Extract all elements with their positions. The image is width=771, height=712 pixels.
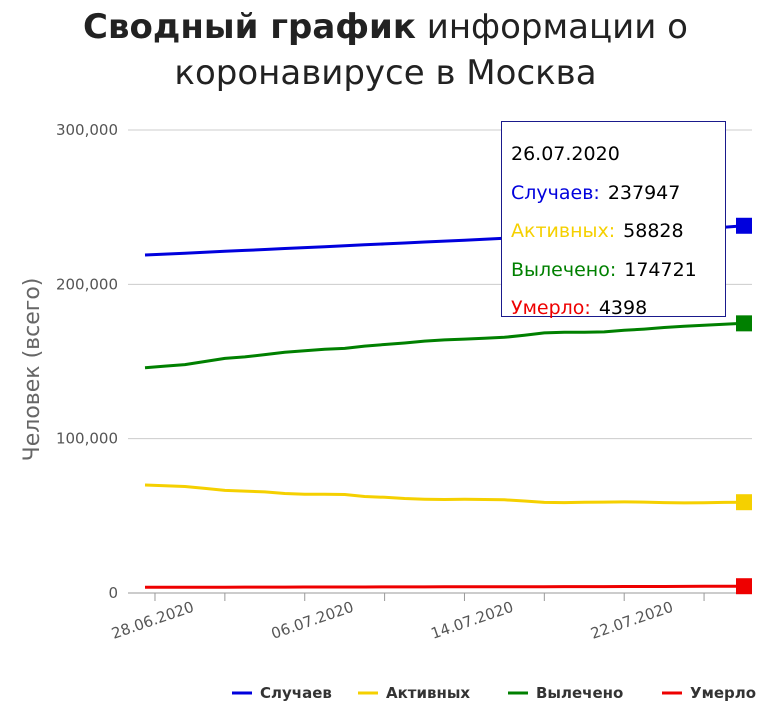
y-tick-label: 100,000 xyxy=(56,430,118,448)
data-point-recovered[interactable] xyxy=(736,315,752,332)
x-tick-label: 28.06.2020 xyxy=(109,598,196,643)
tooltip-date: 26.07.2020 xyxy=(511,143,620,165)
tooltip-label-deaths: Умерло: xyxy=(511,297,591,319)
tooltip-label-recovered: Вылечено: xyxy=(511,258,617,281)
tooltip-value-recovered: 174721 xyxy=(624,258,697,281)
data-point-deaths[interactable] xyxy=(736,578,752,595)
tooltip-value-active: 58828 xyxy=(623,220,684,242)
x-tick-label: 14.07.2020 xyxy=(429,598,516,643)
tooltip-row-active: Активных: 58828 xyxy=(511,212,725,251)
y-tick-label: 0 xyxy=(108,584,118,602)
x-tick-label: 22.07.2020 xyxy=(588,598,675,643)
tooltip-row-recovered: Вылечено: 174721 xyxy=(511,251,725,290)
tooltip-value-cases: 237947 xyxy=(607,181,681,204)
data-tooltip: 26.07.2020 Случаев: 237947 Активных: 58828… xyxy=(501,121,726,319)
x-tick-label: 06.07.2020 xyxy=(269,598,356,643)
legend-label-active[interactable]: Активных xyxy=(386,684,470,702)
chart-title-bold: Сводный график xyxy=(83,7,416,47)
series-line-deaths xyxy=(145,584,745,589)
legend-label-deaths[interactable]: Умерло xyxy=(690,684,756,702)
y-tick-label: 300,000 xyxy=(56,121,118,139)
chart-title-line2: коронавирусе в Москва xyxy=(174,53,597,93)
tooltip-label-cases: Случаев: xyxy=(511,181,600,204)
series-line-active xyxy=(144,483,745,505)
legend-label-recovered[interactable]: Вылечено xyxy=(536,684,623,702)
legend: Случаев Активных Вылечено Умерло xyxy=(232,684,756,702)
legend-label-cases[interactable]: Случаев xyxy=(260,684,332,702)
chart-title-line1: Сводный график информации о xyxy=(0,4,771,50)
chart-title: Сводный график информации о коронавирусе… xyxy=(0,4,771,96)
data-point-cases[interactable] xyxy=(736,217,752,234)
tooltip-label-active: Активных: xyxy=(511,220,616,242)
y-tick-label: 200,000 xyxy=(56,275,118,293)
tooltip-value-deaths: 4398 xyxy=(598,297,648,319)
tooltip-row-deaths: Умерло: 4398 xyxy=(511,289,725,328)
chart-title-rest: информации о xyxy=(415,7,688,47)
y-axis-label: Человек (всего) xyxy=(20,278,45,462)
data-point-active[interactable] xyxy=(736,494,752,511)
series-line-recovered xyxy=(144,321,745,370)
tooltip-row-cases: Случаев: 237947 xyxy=(511,174,725,213)
